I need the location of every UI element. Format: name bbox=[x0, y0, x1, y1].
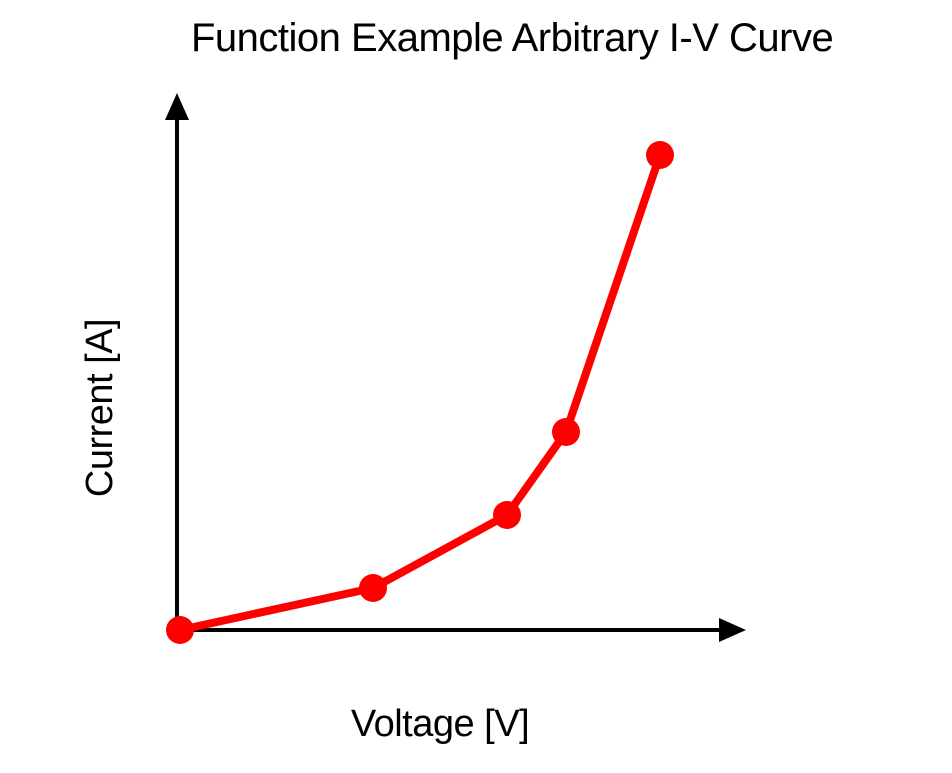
x-axis-label: Voltage [V] bbox=[350, 703, 530, 745]
iv-curve-line bbox=[176, 151, 664, 634]
data-point-marker bbox=[552, 418, 580, 446]
data-point-marker bbox=[359, 574, 387, 602]
y-axis-arrowhead-icon bbox=[165, 93, 189, 120]
data-point-marker bbox=[493, 501, 521, 529]
x-axis-arrowhead-icon bbox=[719, 618, 746, 642]
data-point-marker bbox=[166, 616, 194, 644]
chart-title: Function Example Arbitrary I-V Curve bbox=[191, 16, 834, 60]
data-point-marker bbox=[646, 141, 674, 169]
